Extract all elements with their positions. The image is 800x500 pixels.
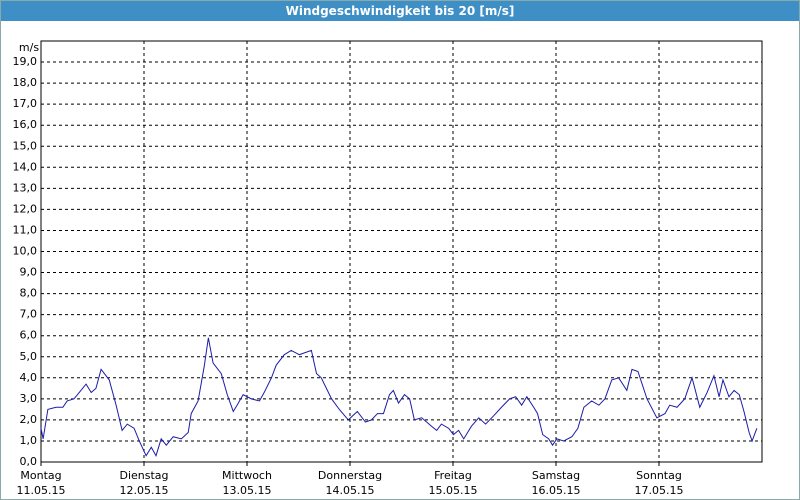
chart: m/s 0,0 1,0 2,0 3,0 4,0 5,0 6,0 7,0 8,0 9,0 10,0 11…	[13, 40, 763, 497]
x-tick-label: Donnerstag	[318, 469, 382, 482]
x-tick-label: Mittwoch	[222, 469, 272, 482]
x-tick-date: 15.05.15	[429, 484, 478, 497]
x-tick-date: 13.05.15	[223, 484, 272, 497]
x-tick-label: Freitag	[434, 469, 472, 482]
x-tick-date: 12.05.15	[120, 484, 169, 497]
y-tick-label: 4,0	[20, 371, 38, 384]
y-tick-label: 19,0	[13, 55, 38, 68]
y-tick-label: 6,0	[20, 329, 38, 342]
x-tick-date: 16.05.15	[532, 484, 581, 497]
x-tick-label: Dienstag	[119, 469, 168, 482]
x-tick-date: 11.05.15	[17, 484, 66, 497]
y-tick-label: 8,0	[20, 287, 38, 300]
y-tick-label: 16,0	[13, 118, 38, 131]
x-tick-label: Samstag	[532, 469, 580, 482]
x-tick-label: Sonntag	[636, 469, 682, 482]
y-tick-label: 10,0	[13, 245, 38, 258]
y-tick-label: 17,0	[13, 97, 38, 110]
y-tick-label: 0,0	[20, 455, 38, 468]
data-line	[40, 337, 758, 457]
y-tick-label: 2,0	[20, 413, 38, 426]
y-tick-label: 14,0	[13, 160, 38, 173]
y-tick-label: 7,0	[20, 308, 38, 321]
x-tick-date: 14.05.15	[326, 484, 375, 497]
title-bar: Windgeschwindigkeit bis 20 [m/s]	[1, 1, 799, 21]
x-tick-date: 17.05.15	[635, 484, 684, 497]
y-tick-label: 15,0	[13, 139, 38, 152]
y-axis-label: m/s	[19, 41, 39, 54]
y-tick-label: 3,0	[20, 392, 38, 405]
x-tick-label: Montag	[20, 469, 61, 482]
y-tick-label: 9,0	[20, 266, 38, 279]
y-tick-label: 11,0	[13, 223, 38, 236]
y-tick-label: 1,0	[20, 434, 38, 447]
y-tick-label: 12,0	[13, 202, 38, 215]
y-tick-label: 18,0	[13, 76, 38, 89]
y-tick-label: 5,0	[20, 350, 38, 363]
plot-frame	[40, 40, 763, 463]
y-tick-label: 13,0	[13, 181, 38, 194]
